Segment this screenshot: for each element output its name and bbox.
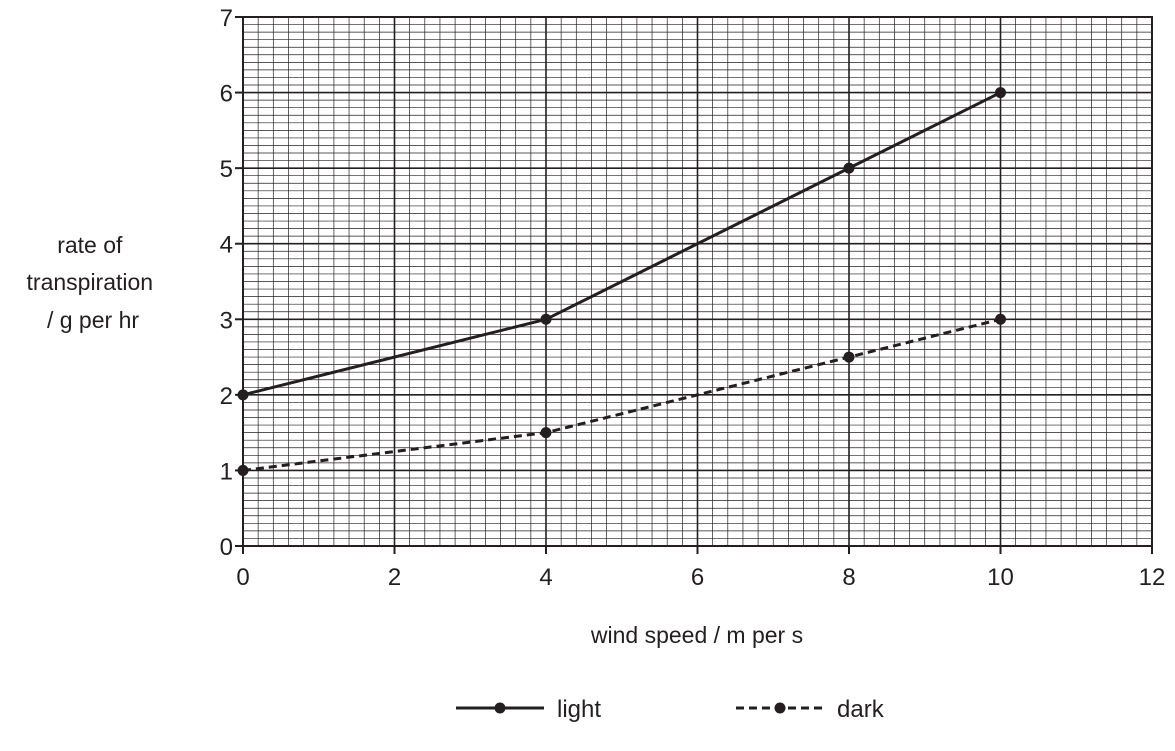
y-tick-labels: 0 1 2 3 4 5 6 7 <box>220 5 233 561</box>
legend-item-dark: dark <box>736 696 885 723</box>
data-point-light <box>237 389 249 401</box>
y-tick-label: 6 <box>220 81 233 108</box>
data-point-dark <box>843 351 855 363</box>
y-tick-label: 1 <box>220 458 233 485</box>
series-light <box>237 87 1006 401</box>
x-axis-label: wind speed / m per s <box>590 622 803 648</box>
data-point-light <box>995 87 1006 99</box>
data-point-light <box>540 313 552 325</box>
y-tick-label: 4 <box>220 232 233 259</box>
legend: light dark <box>456 696 885 723</box>
series-layer <box>237 87 1006 476</box>
data-point-dark <box>540 427 552 439</box>
x-tick-label: 8 <box>842 564 855 591</box>
y-axis-label: rate of transpiration / g per hr <box>27 232 160 333</box>
data-point-dark <box>995 313 1006 325</box>
y-tick-label: 5 <box>220 156 233 183</box>
x-tick-label: 10 <box>987 564 1014 591</box>
x-tick-label: 0 <box>236 564 249 591</box>
y-tick-label: 0 <box>220 534 233 561</box>
data-point-dark <box>237 464 249 476</box>
x-tick-labels: 0 2 4 6 8 10 12 <box>236 564 1165 591</box>
axes <box>235 16 1153 554</box>
legend-item-light: light <box>456 696 601 723</box>
legend-marker-light <box>494 702 506 714</box>
x-tick-label: 2 <box>388 564 401 591</box>
y-axis-label-line-3: / g per hr <box>47 307 139 333</box>
x-tick-label: 4 <box>539 564 552 591</box>
legend-marker-dark <box>774 702 786 714</box>
y-tick-label: 7 <box>220 5 233 32</box>
y-tick-label: 2 <box>220 383 233 410</box>
x-tick-label: 12 <box>1139 564 1166 591</box>
y-tick-label: 3 <box>220 307 233 334</box>
series-dark <box>237 313 1006 476</box>
data-point-light <box>843 162 855 174</box>
series-line-light <box>242 91 1002 397</box>
legend-label-light: light <box>557 696 601 723</box>
legend-label-dark: dark <box>837 696 885 723</box>
y-axis-label-line-2: transpiration <box>27 269 154 295</box>
series-line-dark <box>242 317 1001 472</box>
x-tick-label: 6 <box>691 564 704 591</box>
y-axis-label-line-1: rate of <box>57 232 123 258</box>
